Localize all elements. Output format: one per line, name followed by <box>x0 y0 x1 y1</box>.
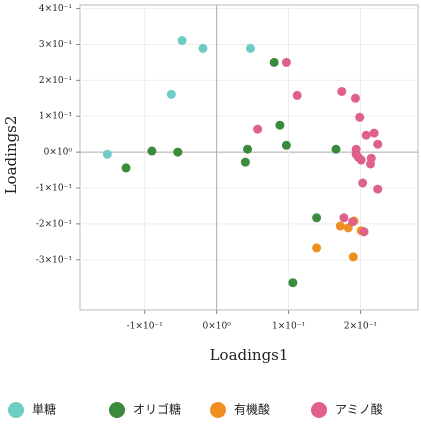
point <box>253 124 263 134</box>
y-axis-title: Loadings2 <box>2 116 20 195</box>
legend-label: 単糖 <box>32 402 56 417</box>
point <box>373 184 383 194</box>
point <box>177 36 187 46</box>
y-tick-label: 1×10⁻¹ <box>39 112 72 122</box>
x-tick-label: 1×10⁻¹ <box>272 322 305 332</box>
point <box>350 93 360 103</box>
legend-label: 有機酸 <box>234 402 270 417</box>
legend-marker <box>210 402 226 418</box>
point <box>288 278 298 288</box>
legend-marker <box>109 402 125 418</box>
x-tick-label: 2×10⁻¹ <box>344 322 377 332</box>
point <box>353 152 363 162</box>
y-tick-label: 2×10⁻¹ <box>39 76 72 86</box>
y-tick-label: 3×10⁻¹ <box>39 40 72 50</box>
point <box>269 57 279 67</box>
point <box>198 43 208 53</box>
point <box>355 112 365 122</box>
point <box>331 144 341 154</box>
point <box>312 243 322 253</box>
x-tick-label: -1×10⁻¹ <box>127 322 163 332</box>
point <box>348 252 358 262</box>
point <box>361 130 371 140</box>
point <box>166 89 176 99</box>
legend-marker <box>311 402 327 418</box>
point <box>312 213 322 223</box>
point <box>366 153 376 163</box>
point <box>102 149 112 159</box>
legend-marker <box>8 402 24 418</box>
point <box>337 86 347 96</box>
x-axis-title: Loadings1 <box>210 346 289 364</box>
x-tick-label: 0×10⁰ <box>202 322 231 332</box>
point <box>358 178 368 188</box>
legend-label: オリゴ糖 <box>133 402 181 417</box>
point <box>243 144 253 154</box>
point <box>369 128 379 138</box>
point <box>339 213 349 223</box>
point <box>359 227 369 237</box>
point <box>281 57 291 67</box>
legend-label: アミノ酸 <box>335 402 383 417</box>
point <box>292 90 302 100</box>
plot-frame <box>79 4 419 311</box>
point <box>373 139 383 149</box>
y-tick-label: 4×10⁻¹ <box>39 4 72 14</box>
point <box>173 147 183 157</box>
y-tick-label: -3×10⁻¹ <box>36 255 72 265</box>
point <box>121 163 131 173</box>
point <box>281 140 291 150</box>
point <box>240 157 250 167</box>
point <box>245 43 255 53</box>
point <box>335 221 345 231</box>
y-tick-label: -1×10⁻¹ <box>36 184 72 194</box>
y-tick-label: 0×10⁰ <box>44 148 73 158</box>
y-tick-label: -2×10⁻¹ <box>36 219 72 229</box>
point <box>147 146 157 156</box>
point <box>275 120 285 130</box>
point <box>348 217 358 227</box>
